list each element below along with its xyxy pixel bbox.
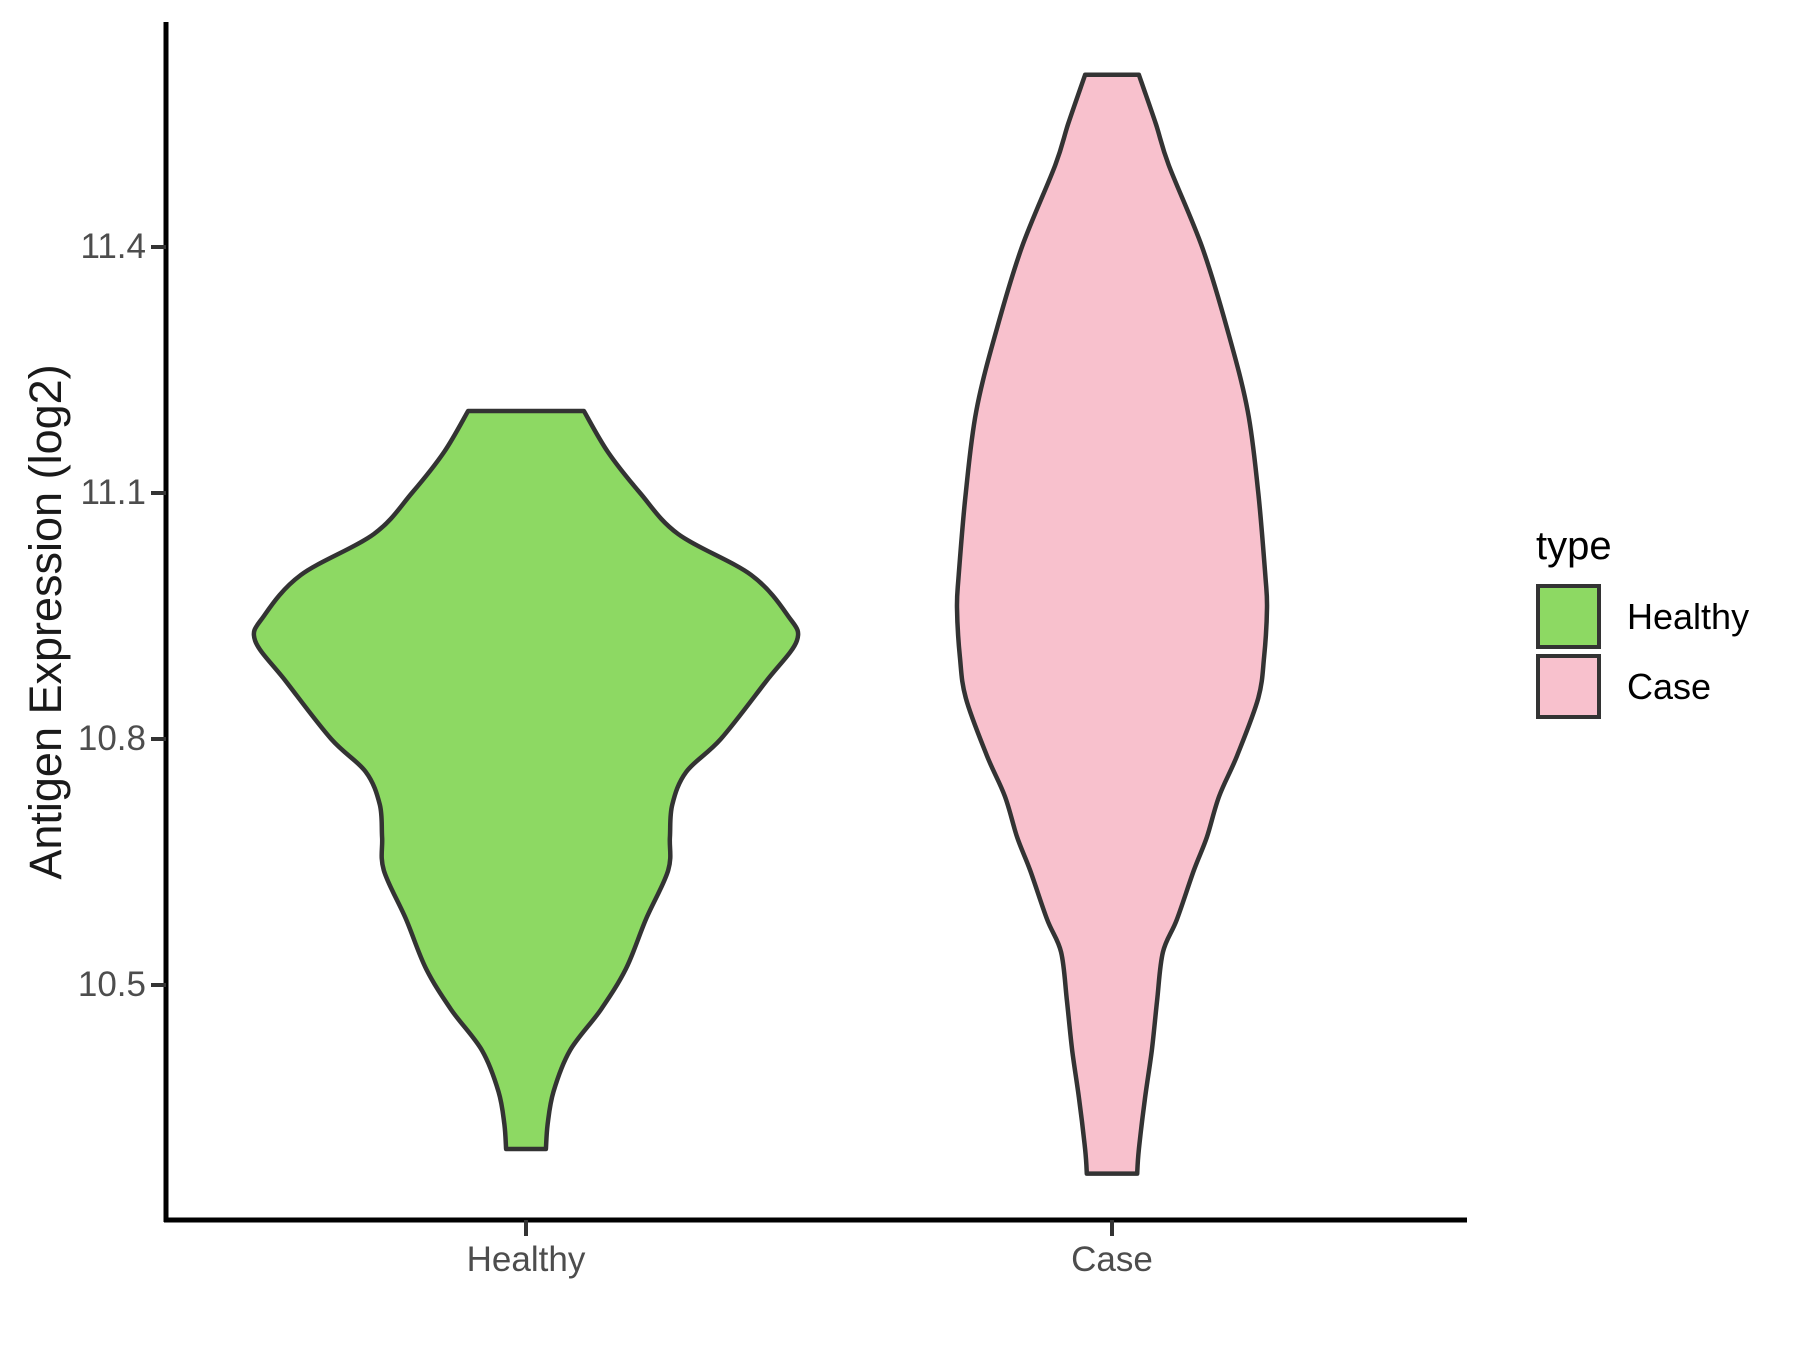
x-tick-label-healthy: Healthy [466,1240,586,1279]
violin-case [954,72,1270,1176]
legend-entry-case: Case [1536,654,1749,719]
legend-entry-healthy: Healthy [1536,584,1749,649]
legend-swatch-case [1536,654,1601,719]
y-axis-title: Antigen Expression (log2) [20,364,71,880]
legend-title: type [1536,524,1612,568]
legend-label-healthy: Healthy [1627,595,1750,637]
legend-label-case: Case [1627,665,1712,707]
y-tick-label: 11.4 [80,227,146,266]
legend: type Healthy Case [1536,522,1749,724]
y-tick-label: 10.5 [77,965,146,1004]
legend-swatch-healthy [1536,584,1601,649]
y-tick-label: 11.1 [80,473,146,512]
x-tick-label-case: Case [1071,1240,1153,1279]
violin-healthy [251,408,801,1152]
y-tick-label: 10.8 [77,719,146,758]
